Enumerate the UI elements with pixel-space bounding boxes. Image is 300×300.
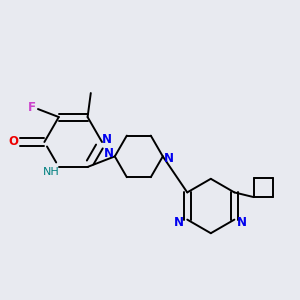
- Text: N: N: [102, 133, 112, 146]
- Text: N: N: [237, 216, 248, 229]
- Text: N: N: [164, 152, 174, 164]
- Text: NH: NH: [44, 167, 60, 177]
- Text: N: N: [103, 147, 113, 160]
- Text: N: N: [174, 216, 184, 229]
- Text: F: F: [28, 101, 36, 114]
- Text: O: O: [8, 136, 18, 148]
